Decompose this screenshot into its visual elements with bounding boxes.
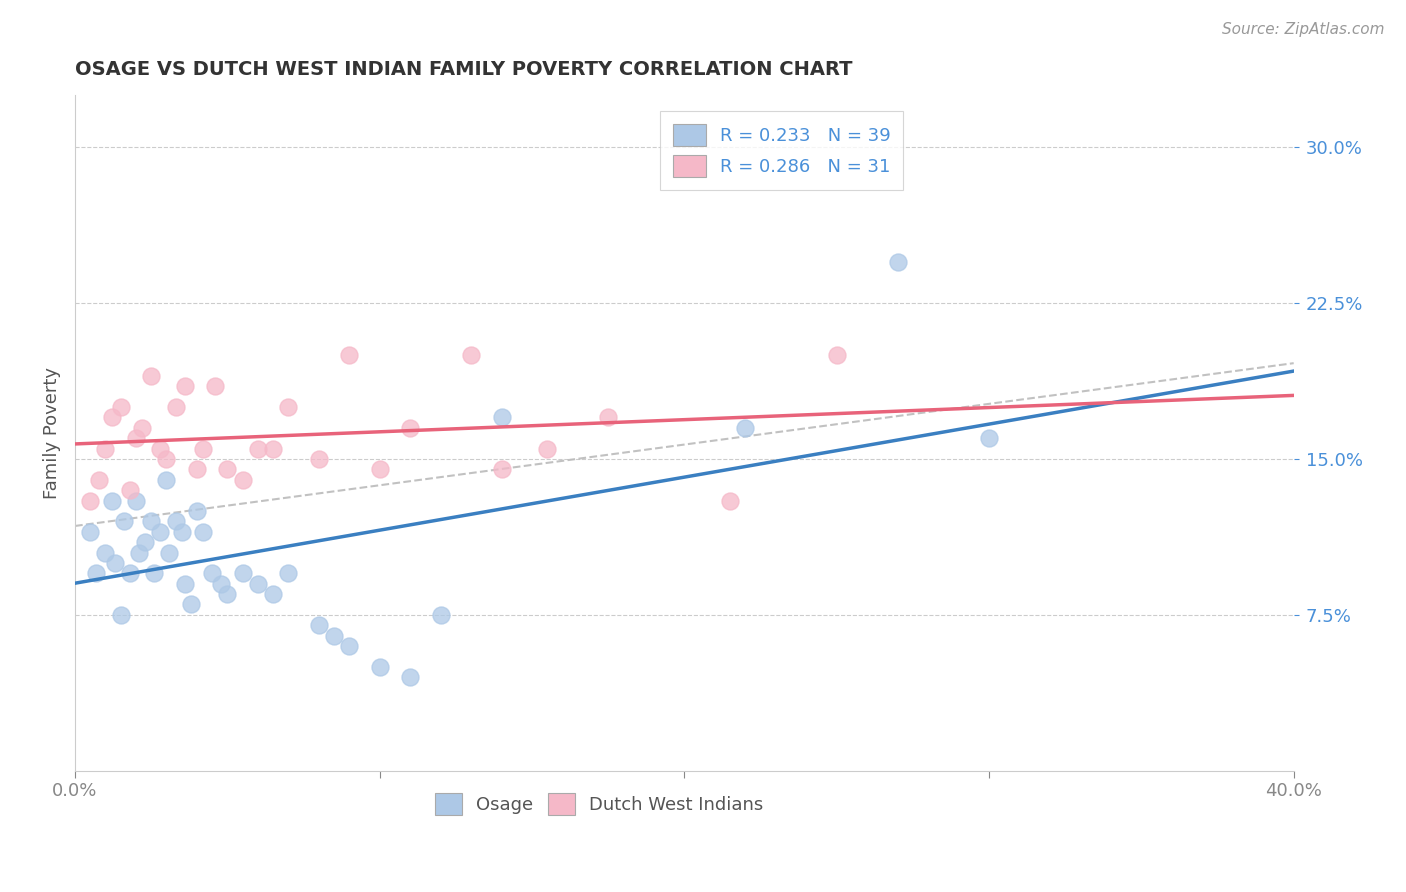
Point	[134, 535, 156, 549]
Point	[246, 576, 269, 591]
Point	[110, 400, 132, 414]
Point	[204, 379, 226, 393]
Point	[308, 618, 330, 632]
Point	[460, 348, 482, 362]
Point	[104, 556, 127, 570]
Text: OSAGE VS DUTCH WEST INDIAN FAMILY POVERTY CORRELATION CHART: OSAGE VS DUTCH WEST INDIAN FAMILY POVERT…	[75, 60, 852, 78]
Point	[277, 400, 299, 414]
Point	[201, 566, 224, 581]
Point	[125, 431, 148, 445]
Point	[173, 576, 195, 591]
Point	[734, 421, 756, 435]
Legend: Osage, Dutch West Indians: Osage, Dutch West Indians	[427, 786, 770, 822]
Point	[159, 545, 181, 559]
Point	[125, 493, 148, 508]
Point	[399, 670, 422, 684]
Point	[191, 442, 214, 456]
Point	[977, 431, 1000, 445]
Point	[173, 379, 195, 393]
Point	[94, 442, 117, 456]
Point	[128, 545, 150, 559]
Point	[191, 524, 214, 539]
Point	[262, 442, 284, 456]
Point	[232, 566, 254, 581]
Point	[118, 566, 141, 581]
Point	[100, 410, 122, 425]
Point	[112, 514, 135, 528]
Point	[94, 545, 117, 559]
Point	[277, 566, 299, 581]
Point	[141, 368, 163, 383]
Point	[825, 348, 848, 362]
Point	[186, 462, 208, 476]
Point	[262, 587, 284, 601]
Point	[79, 524, 101, 539]
Point	[536, 442, 558, 456]
Point	[155, 473, 177, 487]
Point	[89, 473, 111, 487]
Point	[143, 566, 166, 581]
Point	[209, 576, 232, 591]
Point	[217, 587, 239, 601]
Point	[118, 483, 141, 498]
Point	[308, 452, 330, 467]
Point	[217, 462, 239, 476]
Point	[100, 493, 122, 508]
Point	[886, 254, 908, 268]
Point	[149, 524, 172, 539]
Point	[79, 493, 101, 508]
Point	[368, 660, 391, 674]
Point	[598, 410, 620, 425]
Point	[86, 566, 108, 581]
Point	[131, 421, 153, 435]
Point	[491, 410, 513, 425]
Point	[180, 598, 202, 612]
Point	[399, 421, 422, 435]
Point	[170, 524, 193, 539]
Point	[232, 473, 254, 487]
Point	[491, 462, 513, 476]
Point	[110, 607, 132, 622]
Y-axis label: Family Poverty: Family Poverty	[44, 368, 60, 499]
Point	[323, 629, 346, 643]
Point	[246, 442, 269, 456]
Point	[165, 400, 187, 414]
Point	[186, 504, 208, 518]
Point	[155, 452, 177, 467]
Point	[368, 462, 391, 476]
Point	[149, 442, 172, 456]
Point	[141, 514, 163, 528]
Point	[718, 493, 741, 508]
Point	[429, 607, 451, 622]
Point	[337, 639, 360, 653]
Point	[165, 514, 187, 528]
Point	[337, 348, 360, 362]
Text: Source: ZipAtlas.com: Source: ZipAtlas.com	[1222, 22, 1385, 37]
